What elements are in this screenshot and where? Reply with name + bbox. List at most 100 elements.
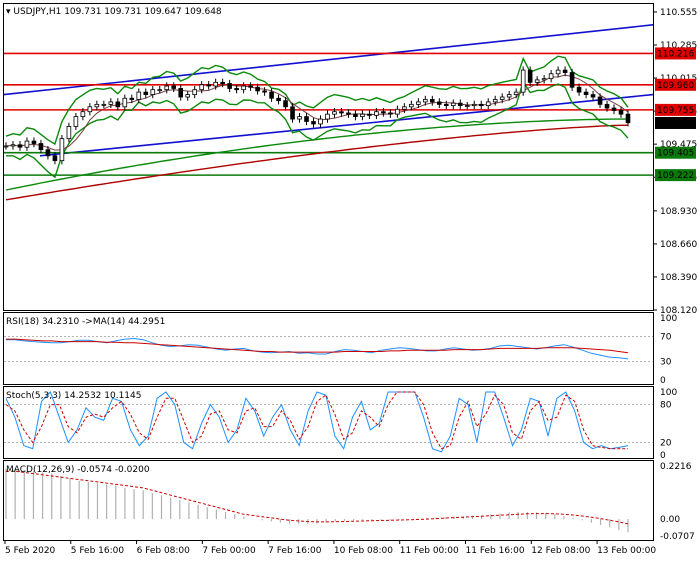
candle-body — [52, 155, 58, 162]
x-tick-label: 11 Feb 00:00 — [400, 546, 459, 556]
candle-body — [611, 107, 617, 111]
candle-body — [576, 86, 582, 93]
candle-body — [555, 69, 561, 75]
long-ma-green — [5, 118, 628, 191]
rsi-ma-line — [6, 338, 629, 354]
candle-body — [94, 103, 100, 108]
candle-body — [395, 108, 400, 115]
candle-body — [360, 113, 365, 118]
candle-body — [464, 105, 470, 107]
candle-body — [423, 99, 428, 103]
candle-body — [3, 145, 9, 148]
stoch-tick-label: 0 — [660, 451, 666, 461]
candle-body — [409, 103, 414, 108]
stoch-panel: 100 80 20 0 — [4, 388, 677, 461]
candle-body — [485, 101, 491, 106]
candle-body — [192, 89, 197, 95]
candle-body — [150, 89, 156, 95]
candle-body — [24, 140, 30, 148]
candle-body — [499, 96, 505, 100]
rsi-tick-label: 100 — [660, 314, 677, 324]
y-tick-label: 110.555 — [660, 8, 697, 18]
x-tick-label: 10 Feb 08:00 — [334, 546, 393, 556]
macd-tick-label: 0.00 — [660, 515, 680, 525]
y-tick-label: 108.930 — [660, 207, 697, 217]
price-panel-title: ▾ USDJPY,H1 109.731 109.731 109.647 109.… — [6, 7, 222, 17]
resistance-label-bg — [655, 103, 696, 116]
y-tick-label: 108.660 — [660, 240, 697, 250]
support-label-bg — [655, 146, 696, 159]
price-panel — [3, 24, 654, 201]
rsi-tick-label: 70 — [660, 333, 672, 343]
candle-body — [304, 116, 309, 122]
candle-body — [10, 144, 16, 147]
stoch-tick-label: 80 — [660, 401, 672, 411]
rsi-tick-label: 0 — [660, 376, 666, 386]
candle-body — [115, 101, 121, 108]
candle-body — [297, 116, 302, 120]
x-tick-label: 6 Feb 08:00 — [137, 546, 191, 556]
rsi-tick-label: 30 — [660, 357, 672, 367]
candle-body — [471, 103, 477, 106]
candle-body — [164, 85, 170, 91]
current-price-label-bg — [655, 116, 696, 129]
candle-body — [457, 102, 463, 106]
candle-body — [402, 106, 407, 110]
x-tick-label: 7 Feb 00:00 — [202, 546, 256, 556]
support-label: 109.222 — [657, 171, 694, 181]
candle-body — [248, 85, 253, 88]
bollinger-upper — [5, 55, 629, 146]
candle-body — [38, 143, 44, 151]
price-y-axis: 110.555110.285110.015109.745109.475109.2… — [653, 8, 697, 316]
candle-body — [590, 94, 596, 98]
candle-body — [513, 91, 519, 95]
resistance-label-bg — [655, 78, 696, 91]
candle-body — [430, 99, 435, 103]
candle-body — [597, 96, 603, 105]
candle-body — [45, 149, 51, 157]
x-tick-label: 5 Feb 16:00 — [71, 546, 125, 556]
candle-body — [583, 91, 589, 95]
stoch-tick-label: 20 — [660, 438, 672, 448]
x-tick-label: 11 Feb 16:00 — [466, 546, 525, 556]
candle-body — [17, 144, 23, 148]
stoch-main-line — [5, 391, 629, 453]
resistance-label: 109.960 — [657, 81, 694, 91]
candle-body — [178, 88, 184, 98]
candle-body — [227, 83, 232, 89]
rsi-panel: 100 70 30 0 — [4, 314, 677, 386]
y-tick-label: 110.285 — [660, 41, 697, 51]
candle-body — [290, 106, 295, 120]
candle-body — [283, 100, 288, 108]
candle-body — [492, 99, 498, 103]
candle-body — [157, 89, 163, 92]
candle-body — [101, 103, 107, 106]
x-tick-label: 13 Feb 00:00 — [597, 546, 656, 556]
macd-panel-title: MACD(12,26,9) -0.0574 -0.0200 — [6, 465, 150, 475]
y-tick-label: 109.475 — [660, 140, 697, 150]
candle-body — [276, 97, 281, 102]
candle-body — [618, 110, 624, 115]
candle-body — [346, 112, 351, 115]
current-price-label: 109.648 — [657, 119, 694, 129]
long-ma-red — [5, 124, 629, 201]
candle-body — [388, 112, 393, 115]
rsi-panel-frame — [3, 312, 654, 385]
candle-body — [80, 111, 86, 118]
candle-body — [450, 102, 456, 106]
candle-body — [73, 116, 79, 127]
candle-body — [87, 106, 93, 113]
macd-tick-label: 0.2216 — [660, 462, 692, 472]
candle-body — [548, 73, 554, 80]
candle-body — [625, 113, 631, 124]
upper-channel-line — [3, 24, 654, 96]
resistance-label: 109.755 — [657, 106, 694, 116]
rsi-panel-title: RSI(18) 34.2310 ->MA(14) 44.2951 — [6, 317, 165, 327]
support-label: 109.405 — [657, 149, 694, 159]
x-tick-label: 5 Feb 2020 — [5, 546, 56, 556]
candle-body — [416, 101, 421, 105]
candle-body — [353, 113, 358, 118]
candle-body — [318, 118, 323, 125]
candle-body — [478, 103, 484, 106]
